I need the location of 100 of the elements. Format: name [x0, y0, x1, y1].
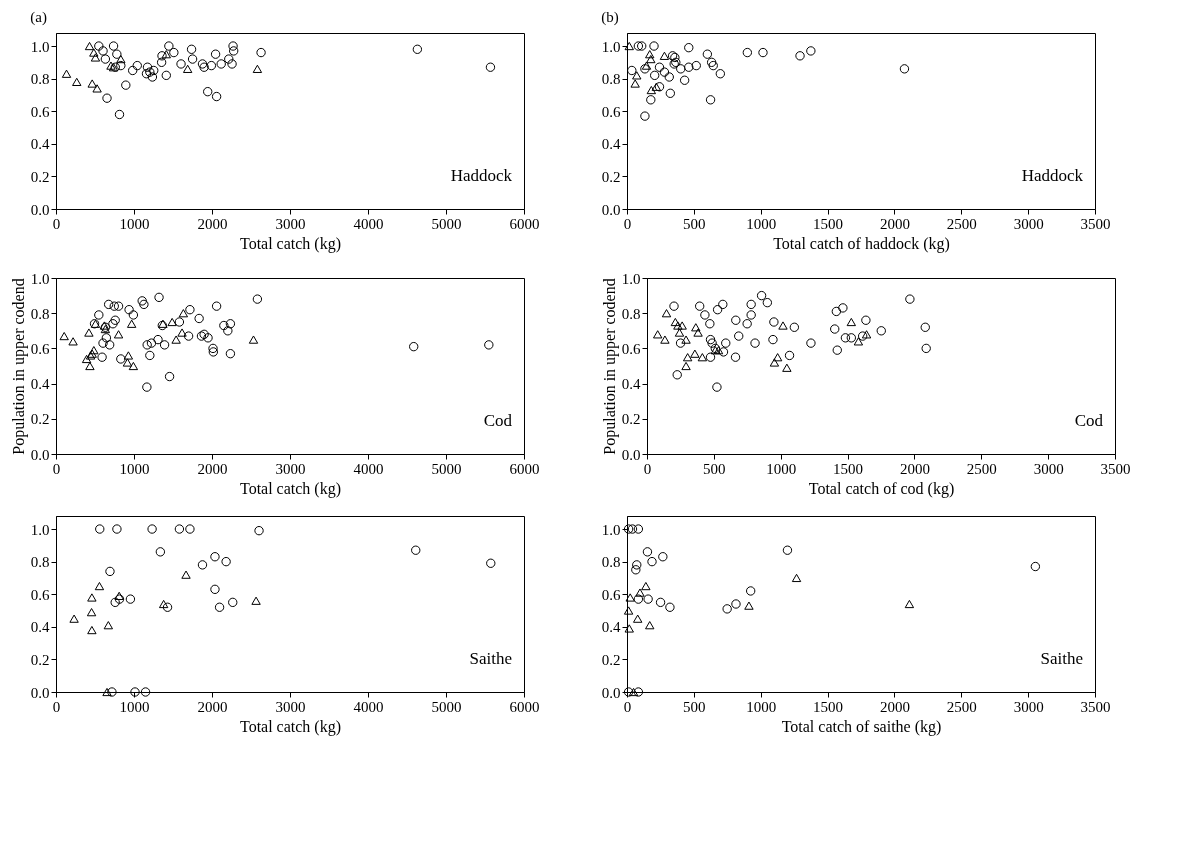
x-axis-title: Total catch (kg) [239, 479, 342, 498]
point [690, 349, 700, 358]
point [712, 382, 722, 392]
x-tick-label: 2000 [879, 215, 910, 232]
chart-title: (a) [30, 9, 47, 26]
annotation: Saithe [1040, 649, 1083, 668]
point [412, 44, 423, 54]
point [142, 382, 152, 392]
point [104, 340, 115, 350]
point [210, 49, 221, 59]
point [85, 361, 95, 371]
x-tick-label: 2500 [966, 460, 997, 477]
point [700, 310, 710, 320]
x-tick-label: 6000 [509, 215, 540, 232]
x-tick-label: 1000 [119, 460, 150, 477]
point [127, 65, 138, 76]
point [633, 687, 644, 697]
point [684, 62, 694, 72]
point [641, 61, 652, 70]
point [769, 317, 779, 327]
point [730, 352, 741, 362]
point [252, 64, 263, 73]
point [691, 60, 701, 71]
x-tick-label: 1000 [766, 460, 797, 477]
point [61, 69, 72, 78]
point [102, 687, 112, 697]
point [181, 570, 191, 579]
point [691, 323, 701, 332]
point [114, 109, 125, 120]
point [756, 290, 767, 301]
x-axis-title: Total catch of haddock (kg) [773, 234, 950, 253]
point [174, 317, 185, 327]
y-tick-label: 0.6 [30, 340, 50, 357]
x-tick-label: 2000 [197, 698, 228, 715]
point [633, 614, 643, 623]
point [782, 363, 792, 372]
point [681, 361, 691, 371]
point [229, 46, 239, 56]
point [125, 594, 136, 604]
point [162, 602, 173, 612]
point [670, 317, 681, 327]
point [654, 82, 665, 92]
x-tick-label: 500 [683, 698, 706, 715]
y-tick-label: 0.4 [30, 619, 50, 636]
x-tick-label: 3000 [275, 215, 306, 232]
x-tick-label: 1500 [813, 215, 844, 232]
point [707, 338, 717, 348]
point [203, 333, 213, 343]
point [624, 41, 634, 51]
y-tick-label: 0.4 [601, 619, 621, 636]
point [110, 315, 120, 325]
point [646, 95, 656, 105]
point [778, 321, 788, 330]
point [623, 687, 634, 697]
point [84, 41, 95, 51]
x-tick-label: 2000 [197, 460, 228, 477]
point [742, 47, 753, 58]
point [838, 303, 848, 313]
point [101, 333, 112, 343]
point [705, 319, 715, 329]
point [108, 319, 118, 329]
point [167, 317, 177, 327]
point [124, 305, 134, 315]
point [861, 315, 871, 325]
point [632, 71, 642, 80]
x-tick-label: 3000 [1013, 215, 1044, 232]
point [153, 334, 163, 345]
point [98, 338, 108, 348]
point [94, 581, 105, 591]
point [718, 299, 728, 310]
point [211, 301, 222, 311]
point [693, 328, 703, 337]
point [72, 77, 82, 87]
point [183, 331, 194, 341]
point [784, 350, 795, 361]
annotation: Cod [1074, 411, 1104, 430]
point [228, 41, 238, 51]
point [806, 338, 816, 348]
point [675, 338, 686, 348]
point [623, 606, 634, 615]
point [161, 70, 171, 81]
point [645, 50, 655, 59]
point [643, 594, 653, 604]
point [84, 328, 94, 337]
point [758, 47, 768, 58]
point [768, 334, 778, 345]
y-tick-label: 1.0 [601, 521, 621, 538]
point [81, 354, 92, 364]
point [87, 593, 97, 602]
point [705, 334, 716, 345]
x-tick-label: 3000 [1033, 460, 1064, 477]
point [108, 41, 119, 51]
y-tick-label: 0.4 [601, 136, 621, 153]
x-tick-label: 3500 [1100, 460, 1131, 477]
y-tick-label: 1.0 [30, 38, 50, 55]
point [627, 65, 637, 76]
point [861, 330, 872, 339]
y-tick-label: 0.0 [30, 446, 50, 463]
x-tick-label: 0 [52, 698, 61, 715]
point [876, 326, 886, 336]
